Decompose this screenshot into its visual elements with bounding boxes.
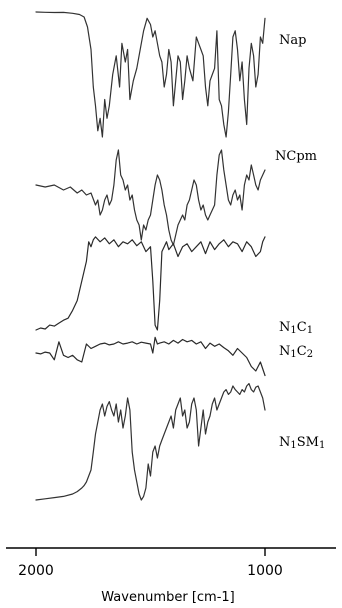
spectrum-trace-n1sm1 — [35, 383, 266, 501]
spectrum-trace-n1c2 — [35, 336, 266, 377]
spectra-traces — [35, 11, 266, 501]
series-label-ncpm: NCpm — [275, 149, 317, 164]
series-label-n1sm1: N1SM1 — [279, 435, 325, 451]
series-label-nap: Nap — [279, 33, 306, 48]
spectrum-trace-nap — [35, 11, 266, 138]
spectrum-trace-ncpm — [35, 149, 266, 246]
x-tick-label-2000: 2000 — [18, 563, 54, 579]
x-axis-title: Wavenumber [cm-1] — [101, 590, 234, 605]
series-label-n1c1: N1C1 — [279, 320, 313, 336]
x-axis-ticks: 2000 1000 — [18, 548, 283, 579]
spectrum-trace-n1c1 — [35, 236, 266, 331]
x-tick-label-1000: 1000 — [247, 563, 283, 579]
series-labels: Nap NCpm N1C1 N1C2 N1SM1 — [275, 33, 325, 451]
series-label-n1c2: N1C2 — [279, 344, 313, 360]
